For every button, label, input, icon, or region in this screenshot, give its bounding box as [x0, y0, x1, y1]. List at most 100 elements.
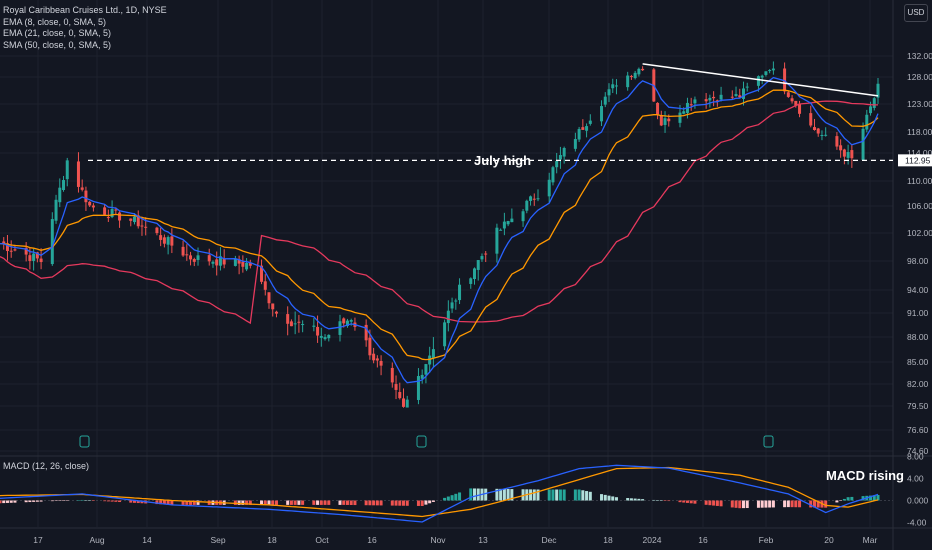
- macd-histogram-bar: [499, 488, 503, 501]
- macd-histogram-bar: [136, 500, 140, 504]
- candle: [790, 98, 794, 102]
- candle: [689, 104, 693, 106]
- candle: [297, 321, 301, 323]
- macd-histogram-bar: [428, 500, 432, 504]
- macd-histogram-bar: [682, 500, 686, 503]
- macd-histogram-bar: [719, 500, 723, 507]
- macd-histogram-bar: [529, 489, 533, 501]
- time-tick-label: Aug: [89, 535, 104, 545]
- time-tick-label: 16: [367, 535, 377, 545]
- chart-title: Royal Caribbean Cruises Ltd., 1D, NYSE: [3, 5, 167, 15]
- candle: [170, 236, 174, 246]
- candle: [267, 292, 271, 304]
- macd-histogram-bar: [390, 500, 394, 506]
- price-tick-label: 118.00: [907, 127, 932, 137]
- candle: [600, 106, 604, 122]
- macd-histogram-bar: [708, 500, 712, 506]
- macd-histogram-bar: [54, 500, 58, 501]
- candle: [846, 152, 850, 158]
- price-tick-label: 85.00: [907, 357, 929, 367]
- macd-histogram-bar: [547, 489, 551, 501]
- macd-histogram-bar: [13, 500, 17, 503]
- macd-histogram-bar: [835, 500, 839, 503]
- candle: [472, 268, 476, 280]
- macd-histogram-bar: [2, 500, 6, 504]
- candle: [551, 167, 555, 183]
- last-price-label: 112.95: [905, 155, 931, 165]
- price-tick-label: 79.50: [907, 401, 929, 411]
- candle: [80, 187, 84, 190]
- candle: [319, 335, 323, 338]
- macd-histogram-bar: [84, 500, 88, 501]
- candle: [663, 118, 667, 125]
- macd-histogram-bar: [286, 500, 290, 505]
- macd-histogram-bar: [353, 500, 357, 506]
- candle: [35, 252, 39, 259]
- candle: [402, 398, 406, 407]
- candle: [84, 190, 88, 203]
- time-tick-label: Nov: [430, 535, 446, 545]
- candle: [816, 128, 820, 134]
- candle: [342, 318, 346, 324]
- time-tick-label: 2024: [643, 535, 662, 545]
- macd-histogram-bar: [289, 500, 293, 505]
- macd-histogram-bar: [768, 500, 772, 508]
- macd-histogram-bar: [846, 497, 850, 501]
- signal-line: [0, 466, 879, 518]
- candle: [218, 256, 222, 266]
- macd-histogram-bar: [420, 500, 424, 506]
- candle: [260, 265, 264, 282]
- macd-histogram-bar: [405, 500, 409, 506]
- macd-histogram-bar: [812, 500, 816, 508]
- candle: [65, 160, 69, 180]
- candle: [637, 68, 641, 75]
- macd-histogram-bar: [260, 500, 264, 505]
- candle: [345, 320, 349, 327]
- candle: [476, 260, 480, 270]
- candle: [271, 303, 275, 310]
- price-tick-label: 76.60: [907, 425, 929, 435]
- macd-histogram-bar: [416, 500, 420, 506]
- time-tick-label: Mar: [863, 535, 878, 545]
- currency-button[interactable]: USD: [904, 4, 928, 22]
- earnings-marker: [79, 435, 90, 448]
- macd-histogram-bar: [114, 500, 118, 502]
- macd-histogram-bar: [629, 498, 633, 501]
- macd-histogram-bar: [372, 500, 376, 506]
- candle: [144, 226, 148, 228]
- macd-histogram-bar: [103, 500, 107, 502]
- ema21-line: [0, 89, 879, 361]
- candle: [50, 219, 54, 265]
- macd-histogram-bar: [555, 489, 559, 501]
- macd-histogram-bar: [39, 500, 43, 502]
- macd-tick-label: 4.00: [907, 474, 924, 484]
- macd-histogram-bar: [573, 489, 577, 501]
- candle: [431, 349, 435, 359]
- macd-histogram-bar: [659, 500, 663, 501]
- macd-histogram-bar: [734, 500, 738, 508]
- candle: [192, 259, 196, 262]
- candle: [133, 216, 137, 223]
- time-tick-label: 14: [142, 535, 152, 545]
- macd-histogram-bar: [245, 500, 249, 505]
- macd-histogram-bar: [50, 500, 54, 502]
- macd-histogram-bar: [476, 488, 480, 501]
- candle: [390, 367, 394, 383]
- candle: [166, 237, 170, 245]
- candle: [656, 102, 660, 115]
- macd-histogram-bar: [824, 500, 828, 508]
- macd-histogram-bar: [738, 500, 742, 509]
- candle: [484, 253, 488, 255]
- candle: [839, 145, 843, 151]
- candle: [106, 217, 110, 219]
- candle: [495, 227, 499, 254]
- macd-histogram-bar: [327, 500, 331, 505]
- candle: [103, 207, 107, 215]
- candle: [62, 180, 66, 191]
- macd-histogram-bar: [786, 500, 790, 508]
- candle: [876, 83, 880, 98]
- candle: [588, 120, 592, 124]
- macd-histogram-bar: [110, 500, 114, 502]
- candle: [577, 129, 581, 140]
